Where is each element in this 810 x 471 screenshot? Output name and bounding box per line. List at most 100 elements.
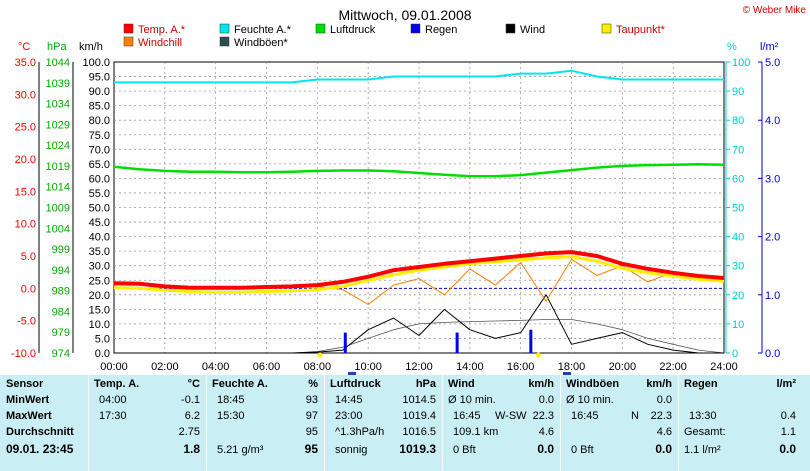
gust-bft: 0 Bft bbox=[571, 444, 594, 456]
marker-moon-icon-0 bbox=[348, 372, 356, 375]
press-head: Luftdruck bbox=[330, 378, 381, 390]
wind-tick-8: 60.0 bbox=[89, 173, 110, 185]
wind-tick-9: 55.0 bbox=[89, 188, 110, 200]
row-min: MinWert bbox=[6, 394, 50, 406]
rain-bar-2 bbox=[529, 329, 533, 353]
humidity-tick-10: 0 bbox=[732, 348, 738, 360]
x-tick-5: 10:00 bbox=[354, 361, 382, 373]
x-tick-10: 20:00 bbox=[609, 361, 637, 373]
temp-tick-2: 25.0 bbox=[15, 122, 36, 134]
hum-head: Feuchte A. bbox=[212, 378, 268, 390]
legend-swatch-6 bbox=[123, 36, 134, 47]
wind-tick-19: 5.0 bbox=[95, 333, 110, 345]
pressure-tick-12: 984 bbox=[52, 306, 70, 318]
wind-tick-6: 70.0 bbox=[89, 144, 110, 156]
gust-max: 22.3 bbox=[650, 410, 672, 422]
wind-tick-13: 35.0 bbox=[89, 246, 110, 258]
rain-current: 0.0 bbox=[779, 442, 796, 456]
temp-tick-3: 20.0 bbox=[15, 154, 36, 166]
legend-label-4: Wind bbox=[520, 24, 545, 36]
axis-unit-humidity: % bbox=[727, 41, 737, 53]
hum-min-time: 18:45 bbox=[217, 394, 245, 406]
rain-tick-4: 1.0 bbox=[765, 290, 780, 302]
hum-max: 97 bbox=[305, 410, 318, 422]
rain-max: 0.4 bbox=[780, 410, 796, 422]
rain-total-label: Gesamt: bbox=[684, 426, 726, 438]
wind-max-dir: W-SW bbox=[495, 410, 527, 422]
wind-min: 0.0 bbox=[538, 394, 554, 406]
credit-label: © Weber Mike bbox=[743, 5, 807, 16]
col-pressure: Luftdruck hPa 14:45 23:00 ^1.3hPa/h sonn… bbox=[325, 375, 442, 471]
gust-max-dir: N bbox=[631, 410, 639, 422]
wind-max: 22.3 bbox=[532, 410, 554, 422]
sun-marker-icon-2 bbox=[535, 352, 541, 358]
x-tick-3: 06:00 bbox=[253, 361, 281, 373]
press-max: 1019.4 bbox=[402, 410, 436, 422]
legend-label-7: Windböen* bbox=[234, 37, 289, 49]
wind-tick-18: 10.0 bbox=[89, 319, 110, 331]
col-temp: Temp. A. °C 04:00 17:30 -0.1 6.2 2.75 1.… bbox=[89, 375, 206, 471]
pressure-tick-14: 974 bbox=[52, 348, 70, 360]
pressure-tick-9: 999 bbox=[52, 244, 70, 256]
legend-label-5: Taupunkt* bbox=[616, 24, 666, 36]
rain-tick-0: 5.0 bbox=[765, 57, 780, 69]
humidity-tick-7: 30 bbox=[732, 261, 744, 273]
wind-distance: 109.1 km bbox=[453, 426, 499, 438]
gust-current: 0.0 bbox=[655, 442, 672, 456]
series-pressure bbox=[113, 163, 725, 178]
temp-tick-0: 35.0 bbox=[15, 57, 36, 69]
humidity-tick-5: 50 bbox=[732, 203, 744, 215]
gust-min-time: Ø 10 min. bbox=[566, 394, 614, 406]
rain-bar-0 bbox=[343, 332, 347, 353]
wind-tick-12: 40.0 bbox=[89, 232, 110, 244]
pressure-tick-6: 1014 bbox=[46, 182, 70, 194]
humidity-tick-9: 10 bbox=[732, 319, 744, 331]
statistics-table: Sensor MinWert MaxWert Durchschnitt 09.0… bbox=[0, 375, 810, 471]
wind-tick-2: 90.0 bbox=[89, 86, 110, 98]
press-current: 1019.3 bbox=[399, 442, 436, 456]
wind-tick-14: 30.0 bbox=[89, 261, 110, 273]
col-rain: Regen l/m² 13:30 Gesamt: 1.1 l/m² 0.4 1.… bbox=[679, 375, 810, 471]
press-min: 1014.5 bbox=[402, 394, 436, 406]
press-avg: 1016.5 bbox=[402, 426, 436, 438]
axis-unit-pressure: hPa bbox=[47, 41, 67, 53]
pressure-tick-10: 994 bbox=[52, 265, 70, 277]
sensor-head: Sensor bbox=[6, 378, 44, 390]
rain-bar-1 bbox=[455, 332, 459, 353]
marker-time-3: 17:46 bbox=[573, 374, 598, 375]
wind-unit: km/h bbox=[528, 378, 554, 390]
wind-current: 0.0 bbox=[537, 442, 554, 456]
axis-unit-rain: l/m² bbox=[760, 41, 779, 53]
wind-tick-1: 95.0 bbox=[89, 72, 110, 84]
rain-max-time: 13:30 bbox=[689, 410, 717, 422]
legend-swatch-1 bbox=[219, 23, 230, 34]
humidity-tick-4: 60 bbox=[732, 173, 744, 185]
sunrise-time: 08:25 bbox=[10, 374, 35, 375]
rain-tick-2: 3.0 bbox=[765, 173, 780, 185]
legend-swatch-5 bbox=[601, 23, 612, 34]
legend-swatch-0 bbox=[123, 23, 134, 34]
humidity-tick-8: 20 bbox=[732, 290, 744, 302]
gust-unit: km/h bbox=[646, 378, 672, 390]
rain-tick-5: 0.0 bbox=[765, 348, 780, 360]
press-min-time: 14:45 bbox=[335, 394, 363, 406]
wind-tick-5: 75.0 bbox=[89, 130, 110, 142]
humidity-tick-1: 90 bbox=[732, 86, 744, 98]
rain-tick-3: 2.0 bbox=[765, 232, 780, 244]
x-tick-8: 16:00 bbox=[507, 361, 535, 373]
col-wind: Wind km/h Ø 10 min. 16:45 W-SW 109.1 km … bbox=[443, 375, 560, 471]
legend-swatch-2 bbox=[315, 23, 326, 34]
pressure-tick-0: 1044 bbox=[46, 57, 70, 69]
wind-tick-10: 50.0 bbox=[89, 203, 110, 215]
press-max-time: 23:00 bbox=[335, 410, 363, 422]
humidity-tick-3: 70 bbox=[732, 144, 744, 156]
wind-tick-4: 80.0 bbox=[89, 115, 110, 127]
temp-min-time: 04:00 bbox=[99, 394, 127, 406]
rain-unit: l/m² bbox=[776, 378, 796, 390]
gust-min: 0.0 bbox=[656, 394, 672, 406]
rain-tick-1: 4.0 bbox=[765, 115, 780, 127]
rain-head: Regen bbox=[684, 378, 718, 390]
pressure-tick-11: 989 bbox=[52, 286, 70, 298]
marker-time-2: 16:50 bbox=[509, 374, 534, 375]
temp-head: Temp. A. bbox=[94, 378, 140, 390]
